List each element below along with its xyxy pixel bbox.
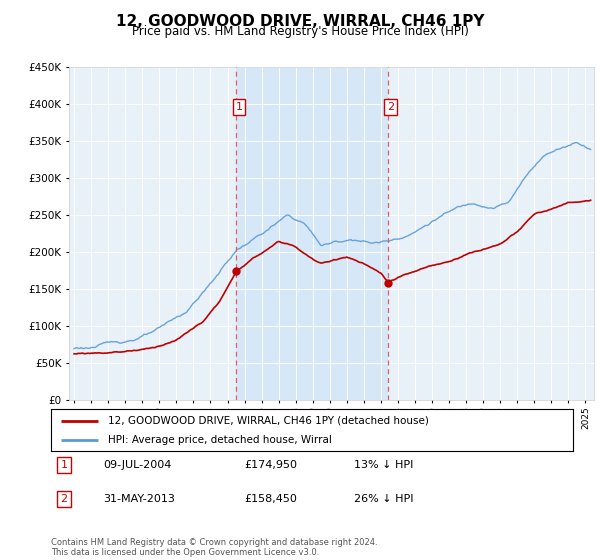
Bar bbox=[236, 67, 388, 400]
Text: 31-MAY-2013: 31-MAY-2013 bbox=[103, 494, 175, 504]
Text: 2: 2 bbox=[61, 494, 68, 504]
Text: 1: 1 bbox=[235, 102, 242, 112]
Text: Price paid vs. HM Land Registry's House Price Index (HPI): Price paid vs. HM Land Registry's House … bbox=[131, 25, 469, 38]
Text: £158,450: £158,450 bbox=[244, 494, 297, 504]
Text: HPI: Average price, detached house, Wirral: HPI: Average price, detached house, Wirr… bbox=[109, 435, 332, 445]
Text: 12, GOODWOOD DRIVE, WIRRAL, CH46 1PY: 12, GOODWOOD DRIVE, WIRRAL, CH46 1PY bbox=[116, 14, 484, 29]
Text: 26% ↓ HPI: 26% ↓ HPI bbox=[354, 494, 413, 504]
Text: 13% ↓ HPI: 13% ↓ HPI bbox=[354, 460, 413, 470]
Text: 09-JUL-2004: 09-JUL-2004 bbox=[103, 460, 172, 470]
Text: 2: 2 bbox=[387, 102, 394, 112]
Text: £174,950: £174,950 bbox=[244, 460, 297, 470]
Text: 1: 1 bbox=[61, 460, 68, 470]
Text: 12, GOODWOOD DRIVE, WIRRAL, CH46 1PY (detached house): 12, GOODWOOD DRIVE, WIRRAL, CH46 1PY (de… bbox=[109, 416, 429, 426]
Text: Contains HM Land Registry data © Crown copyright and database right 2024.
This d: Contains HM Land Registry data © Crown c… bbox=[51, 538, 377, 557]
